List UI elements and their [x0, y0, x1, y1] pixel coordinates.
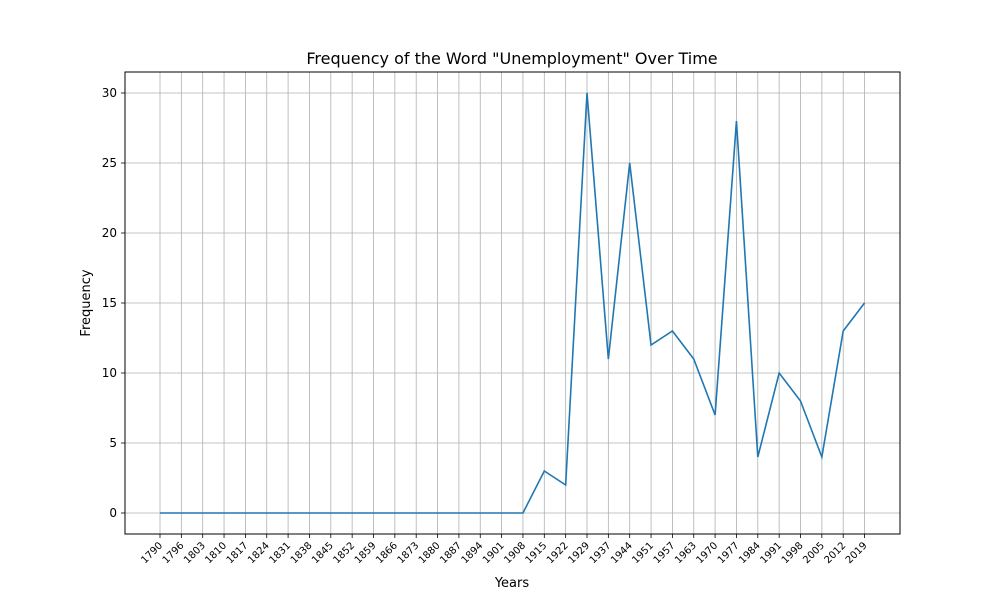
chart-title: Frequency of the Word "Unemployment" Ove…: [306, 49, 717, 68]
y-axis: 0 5 10 15 20 25 30: [102, 86, 125, 520]
x-tick-label: 1915: [524, 540, 550, 566]
x-tick-label: 1817: [225, 540, 251, 566]
x-tick-label: 1880: [417, 540, 443, 566]
x-tick-label: 2019: [844, 540, 870, 566]
x-tick-label: 1796: [161, 540, 187, 566]
x-tick-label: 1984: [737, 540, 763, 566]
x-tick-label: 1852: [331, 540, 357, 566]
y-tick-label: 25: [102, 156, 117, 170]
grid: [125, 72, 900, 534]
x-tick-label: 1929: [566, 540, 592, 566]
x-tick-label: 1951: [630, 540, 656, 566]
x-tick-label: 1838: [289, 540, 315, 566]
x-tick-label: 1859: [353, 540, 379, 566]
x-tick-label: 1873: [396, 540, 422, 566]
y-tick-label: 10: [102, 366, 117, 380]
x-tick-label: 1922: [545, 540, 571, 566]
x-tick-label: 1824: [246, 540, 272, 566]
x-tick-label: 1970: [694, 540, 720, 566]
x-tick-label: 1831: [267, 540, 293, 566]
x-tick-label: 1866: [374, 540, 400, 566]
x-tick-label: 1908: [502, 540, 528, 566]
x-tick-label: 1790: [139, 540, 165, 566]
x-tick-label: 1991: [758, 540, 784, 566]
y-tick-label: 5: [109, 436, 117, 450]
x-tick-label: 1894: [460, 540, 486, 566]
x-tick-label: 2012: [823, 540, 849, 566]
x-tick-label: 1901: [481, 540, 507, 566]
x-tick-label: 1803: [182, 540, 208, 566]
x-axis-label: Years: [494, 576, 530, 591]
x-tick-label: 1977: [716, 540, 742, 566]
x-tick-label: 1845: [310, 540, 336, 566]
x-tick-label: 1810: [203, 540, 229, 566]
x-tick-label: 1957: [652, 540, 678, 566]
y-axis-label: Frequency: [79, 269, 94, 336]
y-tick-label: 15: [102, 296, 117, 310]
series-line: [160, 92, 866, 514]
x-tick-label: 1887: [438, 540, 464, 566]
x-tick-label: 2005: [801, 540, 827, 566]
x-tick-label: 1998: [780, 540, 806, 566]
y-tick-label: 30: [102, 86, 117, 100]
x-tick-label: 1937: [588, 540, 614, 566]
x-tick-label: 1963: [673, 540, 699, 566]
y-tick-label: 20: [102, 226, 117, 240]
y-tick-label: 0: [109, 506, 117, 520]
x-tick-label: 1944: [609, 540, 635, 566]
x-axis: 1790179618031810181718241831183818451852…: [139, 534, 870, 566]
